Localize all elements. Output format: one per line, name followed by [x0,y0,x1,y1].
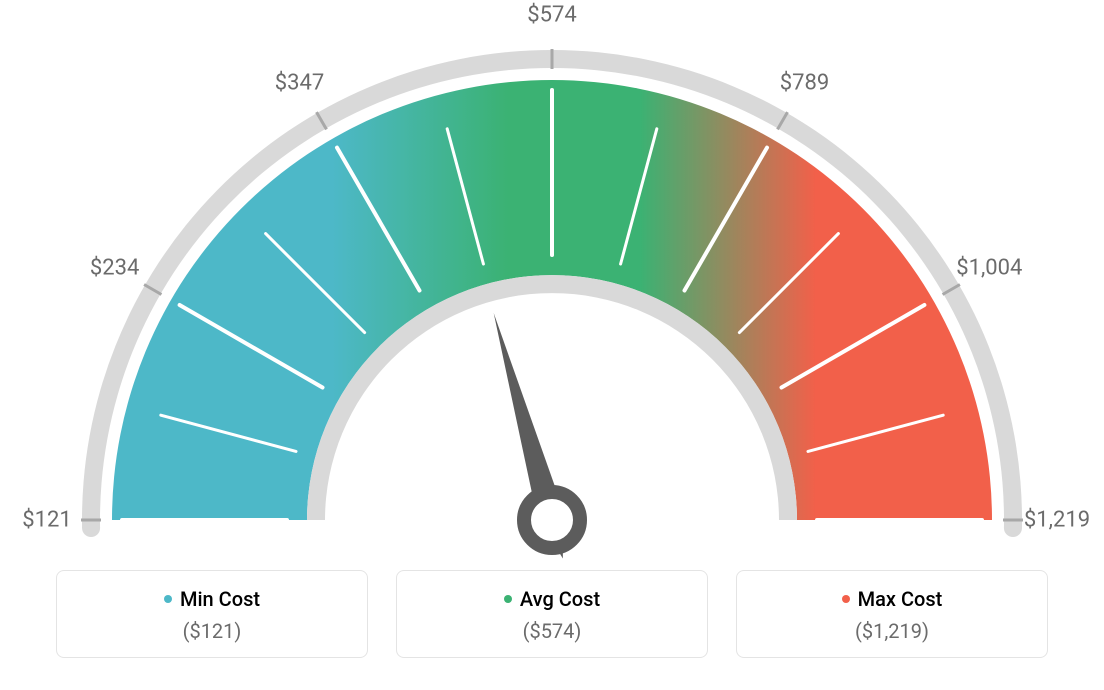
legend-dot-avg [504,595,512,603]
legend-card-min: Min Cost ($121) [56,570,368,658]
gauge-area: $121$234$347$574$789$1,004$1,219 [0,0,1104,560]
legend-dot-min [164,595,172,603]
legend-label-min: Min Cost [180,587,260,611]
legend-dot-max [842,595,850,603]
legend-value-avg: ($574) [397,619,707,643]
legend-value-max: ($1,219) [737,619,1047,643]
legend-title-max: Max Cost [842,587,943,611]
legend-row: Min Cost ($121) Avg Cost ($574) Max Cost… [0,570,1104,658]
legend-card-avg: Avg Cost ($574) [396,570,708,658]
legend-label-avg: Avg Cost [520,587,600,611]
legend-card-max: Max Cost ($1,219) [736,570,1048,658]
legend-title-min: Min Cost [164,587,260,611]
gauge-chart-container: $121$234$347$574$789$1,004$1,219 Min Cos… [0,0,1104,690]
legend-value-min: ($121) [57,619,367,643]
gauge-svg [0,0,1104,560]
legend-title-avg: Avg Cost [504,587,600,611]
legend-label-max: Max Cost [858,587,943,611]
